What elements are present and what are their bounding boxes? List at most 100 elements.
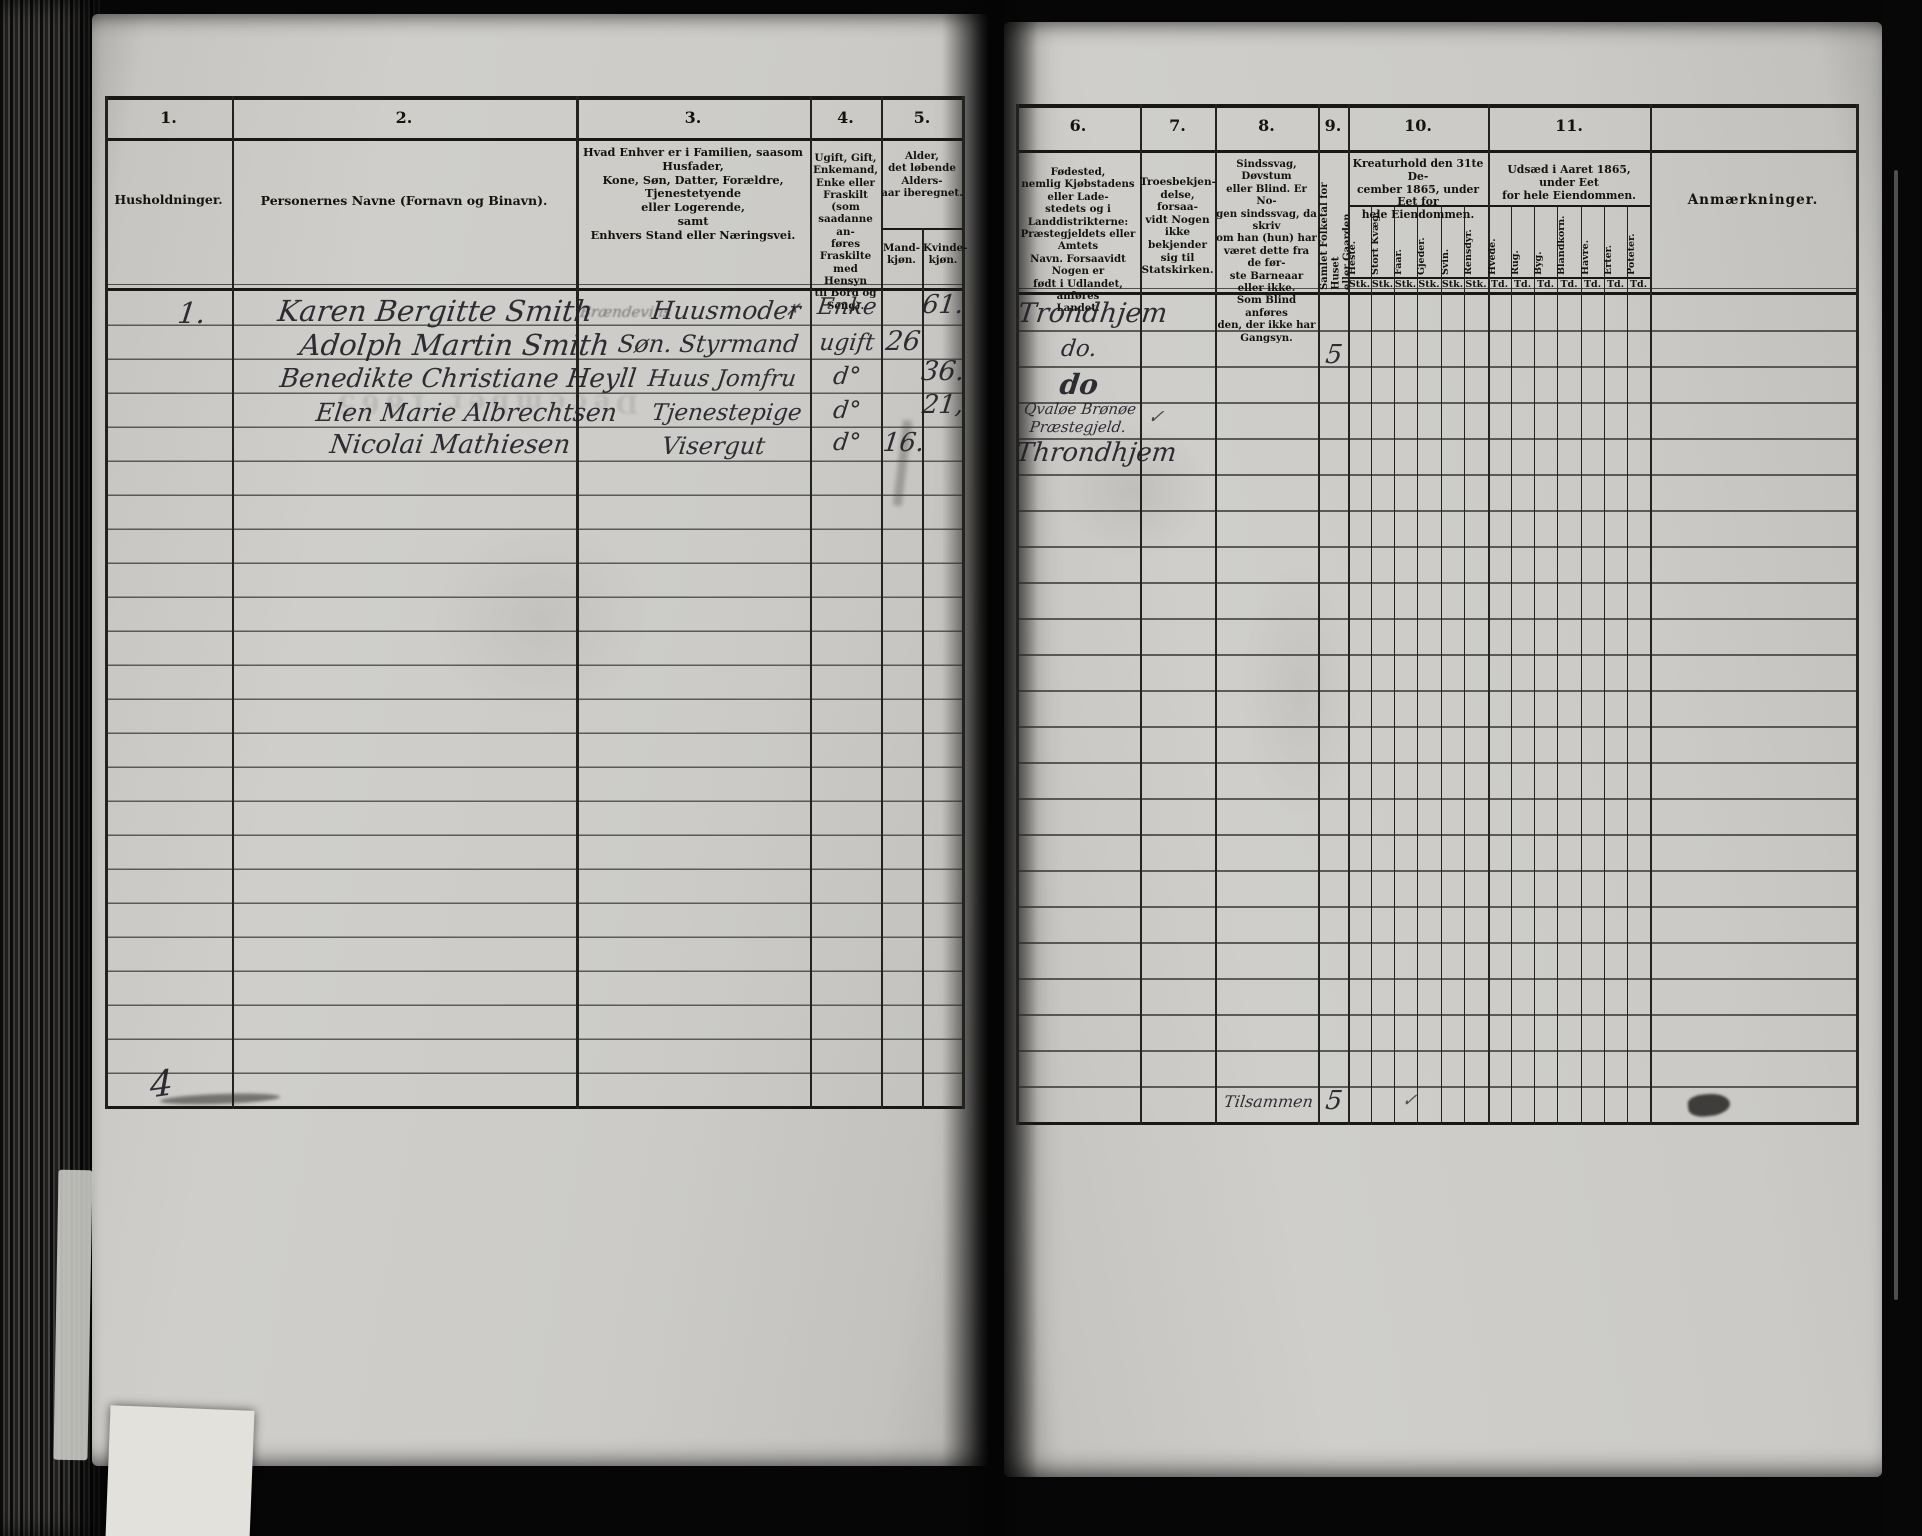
entry-status: d°: [831, 396, 863, 424]
header-total-population-text: Samlet Folketal for Huset eller Gaarden.: [1319, 182, 1348, 290]
subcol-erter-label: Erter.: [1604, 244, 1614, 275]
col-border: [105, 96, 108, 1109]
entry-status: d°: [831, 428, 863, 456]
col-border: [232, 96, 234, 1109]
entry-age-female: 21,: [920, 390, 966, 420]
subcol-hvede-label: Hvede.: [1488, 238, 1498, 275]
unit-td: Td.: [1606, 279, 1625, 290]
entry-age-female: 61.: [920, 290, 966, 320]
household-folketal: 5: [1323, 340, 1345, 370]
unit-stk: Stk.: [1348, 279, 1371, 290]
col-border: [962, 96, 965, 1109]
subcol-hvede: Hvede.: [1488, 207, 1511, 275]
number-row-line-right: [1016, 150, 1858, 153]
entry-status: Enke: [815, 294, 879, 320]
col-border: [1016, 104, 1019, 1125]
subcol-byg: Byg.: [1534, 207, 1557, 276]
subcol-blandkorn: Blandkorn.: [1557, 207, 1581, 275]
unit-row-line: [1348, 277, 1650, 279]
header-crops: Udsæd i Aaret 1865, under Eet for hele E…: [1502, 163, 1636, 202]
entry-birthplace: Qvaløe Brønøe Præstegjeld.: [1023, 400, 1138, 436]
subcol-faar-label: Faar.: [1394, 249, 1404, 275]
subcol-faar: Faar.: [1394, 207, 1417, 275]
entry-birthplace: Throndhjem: [1014, 438, 1179, 468]
unit-td: Td.: [1629, 279, 1648, 290]
header-bottom-thin-right: [1016, 288, 1858, 290]
col1-number: 1.: [160, 108, 177, 127]
subcol-border: [1557, 205, 1559, 1125]
col-border: [1856, 104, 1859, 1125]
row-rules-left: [105, 292, 965, 1108]
subcol-border: [1417, 205, 1419, 1125]
subcol-rensdyr: Rensdyr.: [1464, 207, 1488, 275]
unit-td: Td.: [1490, 279, 1509, 290]
subcol-border: [1627, 205, 1629, 1125]
col6-number: 6.: [1069, 116, 1087, 135]
table-top-border-left: [105, 96, 965, 100]
col-border-sex-split: [922, 228, 924, 1109]
subcol-blandkorn-label: Blandkorn.: [1557, 215, 1567, 275]
paper-slip: [105, 1405, 255, 1536]
entry-role: Huusmoder: [650, 296, 803, 325]
subcol-heste: Heste.: [1348, 207, 1371, 275]
tilsammen-total: 5: [1323, 1086, 1345, 1116]
subcol-border: [1464, 205, 1466, 1125]
header-marital: Ugift, Gift, Enkemand, Enke eller Fraski…: [813, 152, 878, 312]
header-bottom-thin-left: [105, 284, 965, 286]
subcol-svin: Svin.: [1441, 207, 1464, 275]
table-bottom-border-right: [1016, 1122, 1858, 1125]
entry-status: ugift: [818, 330, 876, 356]
subcol-heste-label: Heste.: [1348, 240, 1358, 275]
unit-td: Td.: [1583, 279, 1602, 290]
subcol-border: [1581, 205, 1583, 1125]
ink-x-mark: ✗: [784, 300, 801, 319]
subcol-stort-kvaeg: Stort Kvæg.: [1371, 207, 1394, 275]
col-border: [1215, 104, 1217, 1125]
subcol-svin-label: Svin.: [1441, 248, 1451, 275]
col-border: [1348, 104, 1350, 1125]
entry-name: Nicolai Mathiesen: [328, 430, 573, 460]
unit-td: Td.: [1513, 279, 1532, 290]
entry-role: Søn. Styrmand: [616, 330, 801, 358]
ink-check-icon: ✓: [1400, 1090, 1419, 1111]
subcol-rug: Rug.: [1511, 207, 1534, 275]
household-sum: 4: [149, 1062, 174, 1107]
subcol-havre: Havre.: [1581, 207, 1604, 275]
subcol-poteter: Poteter.: [1627, 207, 1650, 275]
table-top-border-right: [1016, 104, 1858, 108]
entry-birthplace: Trondhjem: [1016, 298, 1170, 329]
header-remarks: Anmærkninger.: [1687, 192, 1819, 208]
col4-number: 4.: [837, 108, 854, 127]
subcol-rensdyr-label: Rensdyr.: [1464, 229, 1474, 275]
subcol-border: [1441, 205, 1443, 1125]
unit-td: Td.: [1560, 279, 1578, 290]
subcol-stort-kvaeg-label: Stort Kvæg.: [1371, 211, 1381, 275]
col-border: [1318, 104, 1320, 1125]
header-age: Alder, det løbende Alders- aar iberegnet…: [881, 150, 963, 199]
unit-stk: Stk.: [1418, 279, 1440, 290]
header-bottom-right: [1016, 292, 1858, 295]
subcol-poteter-label: Poteter.: [1627, 233, 1637, 275]
book-right-edge: [1882, 0, 1922, 1536]
entry-age-female: 36.: [919, 356, 967, 387]
subcol-erter: Erter.: [1604, 207, 1627, 275]
col10-number: 10.: [1404, 116, 1432, 135]
header-names: Personernes Navne (Fornavn og Binavn).: [260, 193, 548, 208]
header-bottom-left: [105, 288, 965, 291]
entry-birthplace: do: [1057, 368, 1101, 401]
subcol-border: [1511, 205, 1513, 1125]
row-rules-right: [1016, 296, 1858, 1126]
number-row-line-left: [105, 138, 965, 141]
col-border: [1650, 104, 1652, 1125]
subcol-border: [1604, 205, 1606, 1125]
subcol-byg-label: Byg.: [1534, 251, 1544, 276]
tilsammen-label: Tilsammen: [1223, 1092, 1315, 1111]
page-edge-sliver: [53, 1169, 93, 1461]
subheader-line-10-11: [1348, 205, 1650, 207]
unit-stk: Stk.: [1465, 279, 1487, 290]
col9-number: 9.: [1324, 116, 1342, 135]
table-bottom-border-left: [105, 1106, 965, 1109]
subcol-border: [1371, 205, 1373, 1125]
col8-number: 8.: [1258, 116, 1275, 135]
